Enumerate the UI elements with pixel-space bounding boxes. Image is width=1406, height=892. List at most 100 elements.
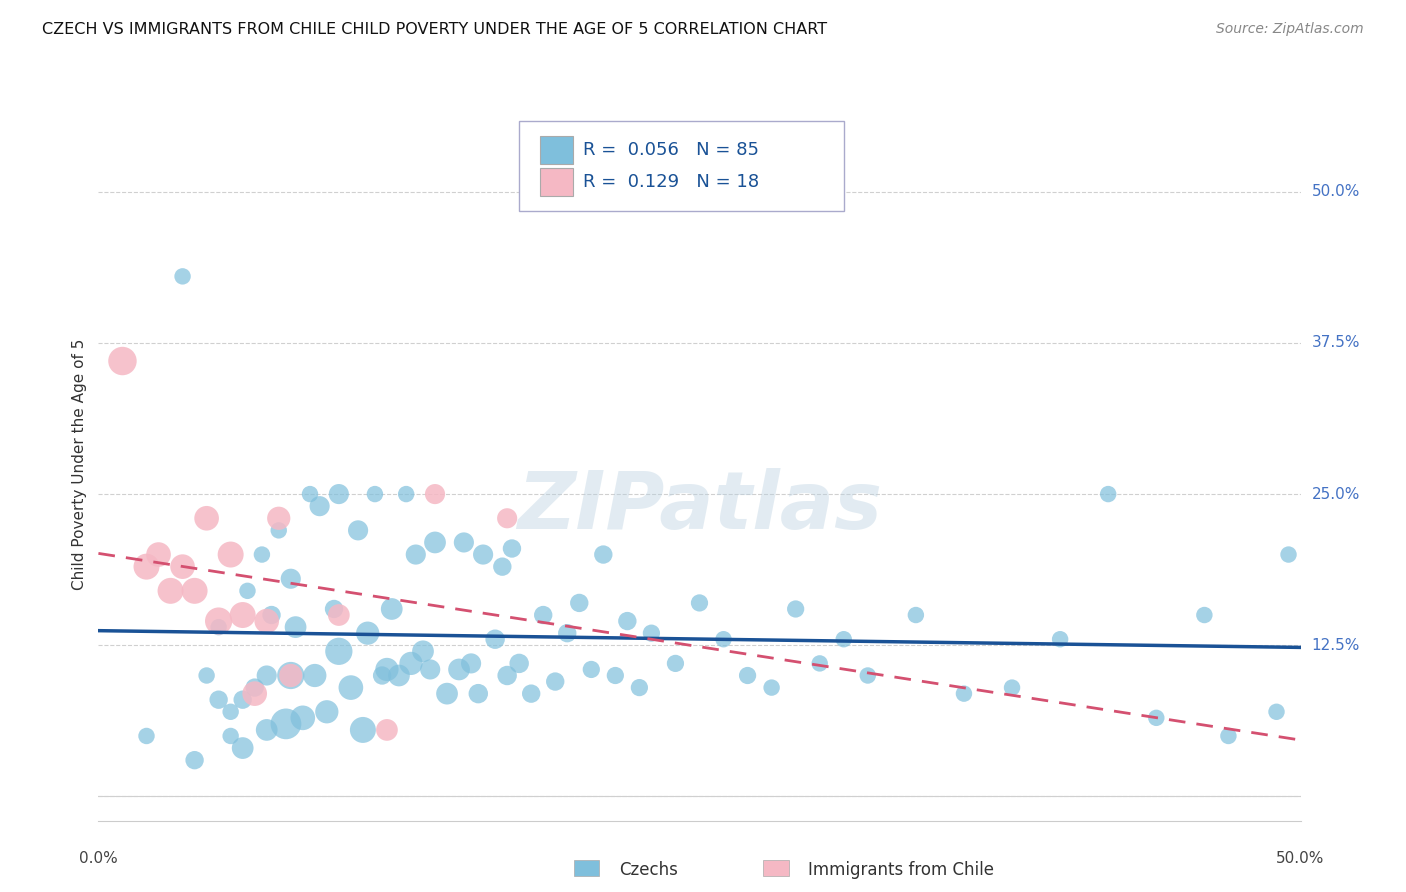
Point bbox=[491, 559, 513, 574]
Point bbox=[208, 614, 231, 628]
Point bbox=[183, 583, 205, 598]
Point bbox=[232, 741, 254, 756]
Point bbox=[280, 572, 302, 586]
Point bbox=[1049, 632, 1071, 647]
FancyBboxPatch shape bbox=[519, 121, 844, 211]
Point bbox=[208, 620, 231, 634]
Point bbox=[484, 632, 506, 647]
Point bbox=[501, 541, 523, 556]
Point bbox=[135, 559, 157, 574]
Point bbox=[291, 711, 314, 725]
Bar bbox=[540, 168, 574, 196]
Text: 50.0%: 50.0% bbox=[1277, 851, 1324, 866]
Point bbox=[340, 681, 363, 695]
Point bbox=[785, 602, 807, 616]
Point bbox=[219, 729, 242, 743]
Text: 37.5%: 37.5% bbox=[1312, 335, 1360, 351]
Point bbox=[904, 607, 927, 622]
Point bbox=[183, 753, 205, 767]
Point bbox=[423, 487, 446, 501]
Point bbox=[243, 681, 266, 695]
Point bbox=[592, 548, 614, 562]
Point bbox=[1265, 705, 1288, 719]
Point bbox=[352, 723, 374, 737]
Point bbox=[737, 668, 759, 682]
Text: 50.0%: 50.0% bbox=[1312, 185, 1360, 199]
Point bbox=[250, 548, 273, 562]
Point bbox=[236, 583, 259, 598]
Point bbox=[568, 596, 591, 610]
Point bbox=[219, 548, 242, 562]
Text: Immigrants from Chile: Immigrants from Chile bbox=[808, 861, 994, 879]
Point bbox=[208, 692, 231, 706]
Point bbox=[135, 729, 157, 743]
Point bbox=[808, 657, 831, 671]
Point bbox=[581, 663, 603, 677]
Text: ZIPatlas: ZIPatlas bbox=[517, 467, 882, 546]
Point bbox=[544, 674, 567, 689]
Point bbox=[256, 614, 278, 628]
Point bbox=[467, 687, 489, 701]
Point bbox=[328, 487, 350, 501]
Text: 25.0%: 25.0% bbox=[1312, 486, 1360, 501]
Point bbox=[419, 663, 441, 677]
Point bbox=[1218, 729, 1240, 743]
Point bbox=[267, 524, 290, 538]
Point bbox=[274, 717, 297, 731]
Point bbox=[315, 705, 337, 719]
Point bbox=[761, 681, 783, 695]
Point bbox=[496, 511, 519, 525]
Point bbox=[405, 548, 427, 562]
Point bbox=[284, 620, 307, 634]
Y-axis label: Child Poverty Under the Age of 5: Child Poverty Under the Age of 5 bbox=[72, 338, 87, 590]
Point bbox=[713, 632, 735, 647]
Point bbox=[1097, 487, 1119, 501]
Point bbox=[832, 632, 855, 647]
Point bbox=[267, 511, 290, 525]
Point bbox=[520, 687, 543, 701]
Text: CZECH VS IMMIGRANTS FROM CHILE CHILD POVERTY UNDER THE AGE OF 5 CORRELATION CHAR: CZECH VS IMMIGRANTS FROM CHILE CHILD POV… bbox=[42, 22, 827, 37]
Point bbox=[605, 668, 627, 682]
Point bbox=[304, 668, 326, 682]
Point bbox=[328, 607, 350, 622]
Point bbox=[453, 535, 475, 549]
Point bbox=[1001, 681, 1024, 695]
Point bbox=[328, 644, 350, 658]
Point bbox=[232, 607, 254, 622]
Point bbox=[472, 548, 495, 562]
Point bbox=[1277, 548, 1299, 562]
Point bbox=[664, 657, 686, 671]
Point bbox=[243, 687, 266, 701]
Point bbox=[1144, 711, 1167, 725]
Point bbox=[298, 487, 321, 501]
Point bbox=[232, 692, 254, 706]
Point bbox=[375, 723, 398, 737]
Point bbox=[357, 626, 380, 640]
Point bbox=[195, 511, 218, 525]
Point bbox=[953, 687, 976, 701]
Point bbox=[381, 602, 404, 616]
Point bbox=[364, 487, 387, 501]
Point bbox=[388, 668, 411, 682]
Text: Czechs: Czechs bbox=[619, 861, 678, 879]
Text: R =  0.056   N = 85: R = 0.056 N = 85 bbox=[583, 141, 759, 159]
Point bbox=[256, 668, 278, 682]
Text: R =  0.129   N = 18: R = 0.129 N = 18 bbox=[583, 173, 759, 191]
Point bbox=[856, 668, 879, 682]
Point bbox=[308, 499, 330, 513]
Point bbox=[371, 668, 394, 682]
Point bbox=[447, 663, 470, 677]
Point bbox=[688, 596, 710, 610]
Point bbox=[159, 583, 181, 598]
Point bbox=[640, 626, 662, 640]
Point bbox=[375, 663, 398, 677]
Point bbox=[616, 614, 638, 628]
Point bbox=[423, 535, 446, 549]
Point bbox=[347, 524, 370, 538]
Point bbox=[280, 668, 302, 682]
Point bbox=[195, 668, 218, 682]
Point bbox=[280, 668, 302, 682]
Point bbox=[260, 607, 283, 622]
Point bbox=[1194, 607, 1216, 622]
Point bbox=[460, 657, 482, 671]
